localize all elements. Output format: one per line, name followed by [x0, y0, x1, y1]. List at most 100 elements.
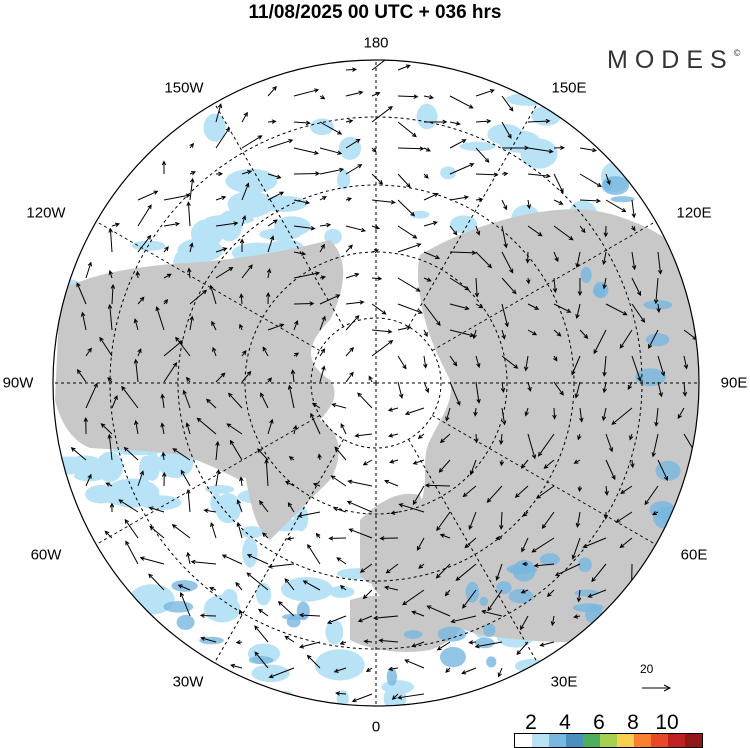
wind-arrow — [475, 147, 490, 163]
wind-arrow — [423, 381, 430, 394]
wind-arrow — [526, 199, 532, 210]
wind-arrow — [514, 485, 529, 498]
wind-arrow — [573, 459, 581, 464]
wind-arrow — [601, 407, 607, 422]
wind-arrow — [221, 554, 243, 565]
wind-arrow — [235, 639, 243, 645]
wind-arrow — [362, 589, 373, 600]
wind-arrow — [521, 537, 529, 553]
wind-arrow — [354, 433, 373, 438]
wind-arrow — [436, 641, 451, 651]
wind-arrow — [402, 589, 425, 606]
wind-arrow — [487, 589, 503, 612]
wind-arrow — [235, 581, 243, 591]
wind-arrow — [189, 171, 197, 176]
wind-arrow — [293, 225, 316, 231]
precip-patch-heavy — [572, 603, 605, 613]
wind-arrow — [524, 407, 529, 417]
reference-vector-arrow — [642, 684, 672, 692]
wind-arrow — [189, 177, 195, 201]
wind-arrow — [605, 303, 628, 316]
wind-arrow — [535, 485, 555, 499]
wind-arrow — [552, 407, 557, 420]
wind-arrow — [319, 95, 326, 100]
precip-patch-heavy — [496, 581, 512, 595]
precip-patch-heavy — [479, 596, 489, 607]
lon-label-180: 180 — [363, 34, 389, 52]
wind-arrow — [615, 511, 633, 523]
wind-arrow — [121, 385, 139, 409]
wind-arrow — [397, 94, 419, 99]
wind-arrow — [118, 499, 139, 513]
wind-arrow — [246, 572, 269, 591]
wind-arrow — [108, 227, 113, 253]
wind-arrow — [215, 247, 228, 253]
wind-arrow — [215, 195, 227, 201]
wind-arrow — [265, 291, 271, 305]
wind-arrow — [203, 508, 217, 513]
wind-arrow — [254, 625, 269, 643]
wind-arrow — [371, 276, 383, 281]
wind-arrow — [387, 407, 399, 412]
wind-arrow — [238, 609, 244, 617]
wind-arrow — [328, 536, 347, 541]
wind-arrow — [602, 251, 607, 266]
wind-arrow — [326, 615, 347, 624]
wind-arrow — [148, 506, 165, 513]
wind-arrow — [579, 225, 586, 234]
wind-arrow — [319, 222, 332, 228]
wind-arrow — [371, 173, 384, 185]
wind-arrow — [293, 147, 320, 155]
wind-arrow — [546, 589, 555, 598]
wind-arrow — [239, 476, 244, 487]
wind-arrow — [445, 407, 451, 422]
wind-arrow — [527, 381, 532, 392]
wind-arrow — [111, 394, 118, 409]
precip-patch — [190, 219, 224, 249]
meridian-line — [408, 439, 538, 663]
wind-arrow — [199, 613, 217, 618]
wind-arrow — [449, 277, 470, 291]
wind-arrow — [579, 407, 584, 423]
wind-arrow — [345, 164, 363, 175]
wind-arrow — [464, 537, 477, 549]
precip-patch — [205, 484, 235, 494]
wind-arrow — [439, 433, 451, 444]
precip-patch — [225, 168, 278, 194]
wind-arrow — [160, 393, 165, 409]
wind-arrow — [475, 88, 495, 97]
wind-arrow — [520, 459, 529, 469]
wind-arrow — [134, 419, 139, 435]
wind-arrow — [652, 511, 659, 516]
wind-arrow — [587, 589, 607, 598]
wind-arrow — [499, 433, 504, 446]
wind-arrow — [571, 355, 581, 376]
wind-arrow — [319, 243, 325, 253]
wind-arrow — [571, 537, 581, 560]
precip-patch-heavy — [465, 581, 480, 603]
colorbar-swatch — [532, 734, 549, 747]
wind-arrow — [404, 407, 425, 416]
wind-arrow — [501, 171, 509, 177]
precip-patch-heavy — [539, 553, 560, 566]
precip-patch — [259, 228, 301, 241]
wind-arrow — [398, 503, 425, 513]
wind-arrow — [107, 377, 113, 383]
wind-arrow — [553, 199, 564, 205]
wind-arrow — [475, 197, 484, 202]
precip-patch — [259, 195, 307, 212]
wind-arrow — [631, 225, 636, 232]
wind-arrow — [501, 121, 512, 139]
wind-arrow — [449, 250, 477, 256]
precip-patch-heavy — [163, 601, 194, 613]
lon-label-60e: 60E — [680, 546, 708, 564]
wind-arrow — [239, 323, 244, 331]
wind-arrow — [284, 635, 295, 643]
precip-patch-heavy — [509, 566, 538, 574]
reference-vector-label: 20 — [640, 662, 654, 676]
wind-arrow — [339, 585, 347, 591]
wind-arrow — [267, 235, 275, 253]
wind-arrow — [423, 277, 432, 282]
wind-arrow — [179, 591, 191, 617]
wind-arrow — [100, 423, 113, 435]
